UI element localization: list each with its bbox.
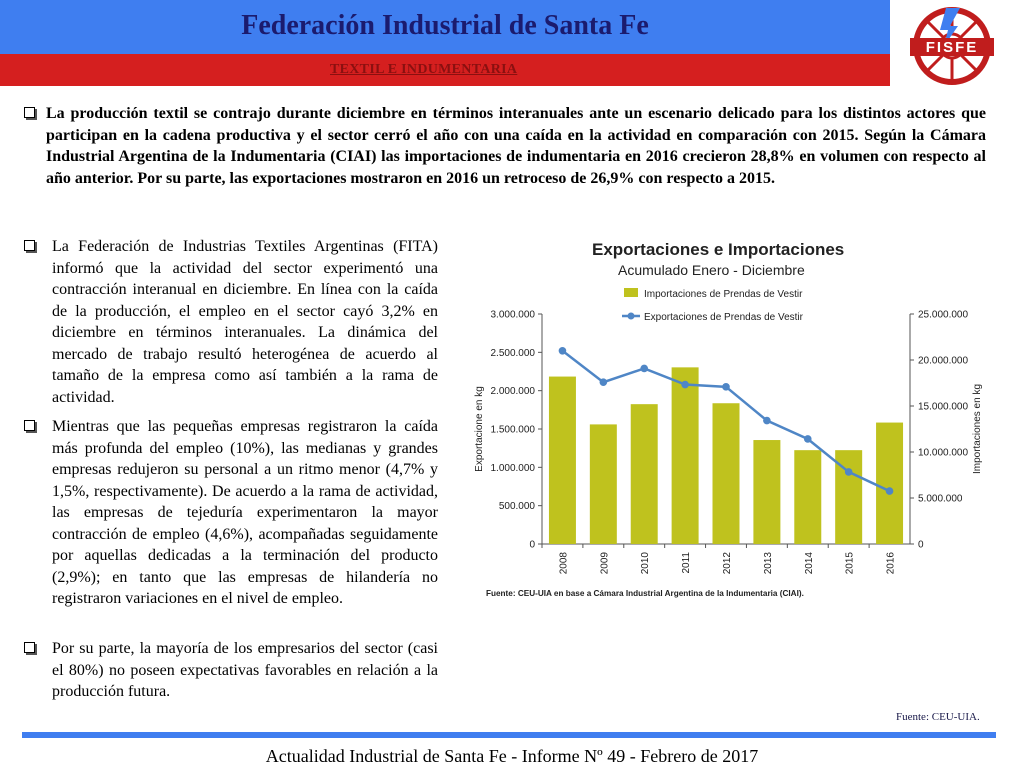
chart-plot: Importaciones de Prendas de Vestir Export…	[474, 288, 983, 598]
footer-bar	[22, 732, 996, 738]
point-exports	[599, 378, 608, 387]
point-exports	[763, 416, 771, 425]
bullet-text: La producción textil se contrajo durante…	[46, 105, 986, 187]
bullet-summary: La producción textil se contrajo durante…	[20, 103, 986, 189]
bullet-text: Por su parte, la mayoría de los empresar…	[52, 640, 438, 700]
y-left-tick-label: 0	[529, 540, 535, 551]
bar-imports	[794, 450, 822, 544]
footer-text: Actualidad Industrial de Santa Fe - Info…	[265, 746, 759, 766]
bullet-text: La Federación de Industrias Textiles Arg…	[52, 238, 438, 406]
checkbox-bullet-icon	[24, 642, 35, 653]
point-exports	[885, 487, 894, 495]
point-exports	[803, 435, 812, 443]
bullet-text: Mientras que las pequeñas empresas regis…	[52, 418, 438, 607]
legend-marker-exports	[627, 312, 635, 320]
point-exports	[844, 468, 853, 476]
y-left-axis-label: Exportacione en kg	[474, 386, 485, 472]
point-exports	[558, 347, 567, 355]
x-tick-label: 2008	[558, 552, 569, 575]
y-right-tick-label: 15.000.000	[918, 402, 968, 413]
y-left-tick-label: 2.000.000	[491, 386, 536, 397]
y-left-tick-label: 1.000.000	[491, 463, 536, 474]
chart-title: Exportaciones e Importaciones	[592, 240, 845, 259]
bullet-employment: Mientras que las pequeñas empresas regis…	[20, 416, 438, 610]
bar-imports	[671, 367, 699, 544]
bar-imports	[876, 422, 904, 544]
checkbox-bullet-icon	[24, 107, 35, 118]
checkbox-bullet-icon	[24, 420, 35, 431]
chart-source: Fuente: CEU-UIA en base a Cámara Industr…	[486, 589, 804, 598]
legend-label-imports: Importaciones de Prendas de Vestir	[644, 289, 803, 300]
x-tick-label: 2009	[599, 552, 610, 575]
legend-label-exports: Exportaciones de Prendas de Vestir	[644, 312, 804, 323]
logo-text: FISFE	[926, 39, 979, 56]
header-banner	[0, 0, 890, 54]
y-right-tick-label: 10.000.000	[918, 448, 968, 459]
y-right-tick-label: 20.000.000	[918, 356, 968, 367]
point-exports	[681, 380, 689, 389]
section-title: TEXTIL E INDUMENTARIA	[330, 62, 518, 77]
fisfe-logo-icon: FISFE	[910, 7, 994, 85]
bar-imports	[630, 404, 658, 544]
checkbox-bullet-icon	[24, 240, 35, 251]
y-left-tick-label: 2.500.000	[491, 348, 536, 359]
y-left-tick-label: 500.000	[499, 501, 536, 512]
x-tick-label: 2010	[640, 552, 651, 575]
point-exports	[640, 364, 649, 373]
source-note: Fuente: CEU-UIA.	[896, 711, 980, 723]
x-tick-label: 2013	[763, 552, 774, 575]
y-left-tick-label: 1.500.000	[491, 425, 536, 436]
bullet-fita: La Federación de Industrias Textiles Arg…	[20, 236, 438, 408]
y-right-tick-label: 0	[918, 540, 924, 551]
x-tick-label: 2011	[681, 552, 692, 574]
bar-imports	[712, 403, 740, 544]
y-right-tick-label: 5.000.000	[918, 494, 963, 505]
y-right-axis-label: Importaciones en kg	[972, 384, 983, 474]
page-title: Federación Industrial de Santa Fe	[241, 10, 649, 41]
bar-imports	[753, 440, 781, 544]
bar-imports	[548, 376, 576, 544]
chart-subtitle: Acumulado Enero - Diciembre	[618, 262, 805, 278]
legend-swatch-imports	[624, 288, 638, 297]
y-left-tick-label: 3.000.000	[491, 310, 536, 321]
header-subbanner	[0, 54, 890, 86]
x-tick-label: 2014	[804, 552, 815, 575]
bullet-expectations: Por su parte, la mayoría de los empresar…	[20, 638, 438, 703]
bar-imports	[589, 424, 617, 544]
x-tick-label: 2016	[886, 552, 897, 575]
y-right-tick-label: 25.000.000	[918, 310, 968, 321]
trade-chart: Exportaciones e Importaciones Acumulado …	[468, 232, 988, 610]
point-exports	[722, 383, 730, 391]
x-tick-label: 2012	[722, 552, 733, 575]
x-tick-label: 2015	[845, 552, 856, 575]
